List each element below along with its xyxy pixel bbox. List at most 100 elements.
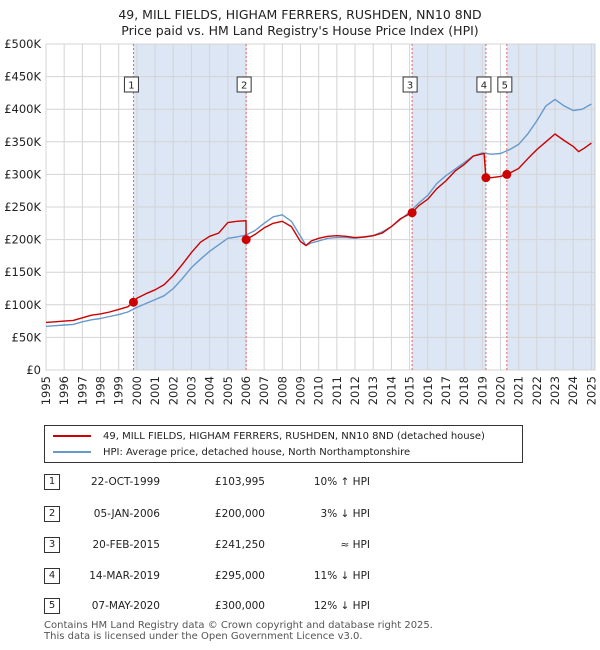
sale-point xyxy=(128,297,138,307)
sale-number-badge: 5 xyxy=(44,598,60,614)
x-tick-label: 2010 xyxy=(312,376,326,405)
sale-date: 05-JAN-2006 xyxy=(93,508,160,520)
sale-label-frame xyxy=(236,76,252,93)
x-tick-label: 2015 xyxy=(403,376,417,405)
x-tick-label: 1997 xyxy=(75,376,89,405)
y-tick-label: £300K xyxy=(4,167,41,181)
x-tick-label: 2014 xyxy=(384,376,398,405)
y-tick-label: £150K xyxy=(4,265,41,279)
hpi-swatch xyxy=(53,451,91,453)
sale-row: 4 14-MAR-2019 £295,000 11% ↓ HPI xyxy=(0,568,600,586)
sale-label-box: 2 xyxy=(236,76,252,93)
x-tick-label: 2020 xyxy=(493,376,507,405)
x-tick-label: 2012 xyxy=(348,376,362,405)
sale-label-box: 1 xyxy=(123,76,139,93)
sale-label-number: 1 xyxy=(128,81,134,92)
footer-attribution: Contains HM Land Registry data © Crown c… xyxy=(44,620,433,642)
sale-label-number: 4 xyxy=(481,81,487,92)
sale-label-number: 2 xyxy=(241,81,247,92)
legend-item-hpi: HPI: Average price, detached house, Nort… xyxy=(53,445,410,459)
x-tick-label: 2008 xyxy=(275,376,289,405)
x-tick-label: 2004 xyxy=(203,376,217,405)
legend-label-property: 49, MILL FIELDS, HIGHAM FERRERS, RUSHDEN… xyxy=(103,430,485,442)
x-tick-label: 2019 xyxy=(475,376,489,405)
sale-price: £200,000 xyxy=(214,508,265,520)
y-tick-label: £400K xyxy=(4,102,41,116)
x-tick-label: 2007 xyxy=(257,376,271,405)
y-tick-label: £0 xyxy=(26,363,41,377)
sale-number-badge: 2 xyxy=(44,506,60,522)
hpi-series-line xyxy=(45,98,592,327)
x-tick-label: 2011 xyxy=(330,376,344,405)
x-tick-label: 2002 xyxy=(166,376,180,405)
chart-subtitle: Price paid vs. HM Land Registry's House … xyxy=(121,23,479,38)
y-tick-label: £350K xyxy=(4,135,41,149)
x-tick-label: 2022 xyxy=(530,376,544,405)
sale-price: £241,250 xyxy=(214,539,265,551)
x-tick-label: 2023 xyxy=(548,376,562,405)
sale-label-frame xyxy=(497,76,513,93)
sale-hpi-comparison: 12% ↓ HPI xyxy=(313,600,370,612)
sale-label-number: 3 xyxy=(407,81,413,92)
x-tick-label: 2009 xyxy=(294,376,308,405)
sale-date: 07-MAY-2020 xyxy=(91,600,160,612)
chart-title: 49, MILL FIELDS, HIGHAM FERRERS, RUSHDEN… xyxy=(118,7,482,22)
x-tick-label: 2006 xyxy=(239,376,253,405)
sale-row: 5 07-MAY-2020 £300,000 12% ↓ HPI xyxy=(0,598,600,616)
sale-date: 14-MAR-2019 xyxy=(89,570,160,582)
x-tick-label: 2024 xyxy=(566,376,580,405)
legend-item-property: 49, MILL FIELDS, HIGHAM FERRERS, RUSHDEN… xyxy=(53,429,485,443)
footer-line-1: Contains HM Land Registry data © Crown c… xyxy=(44,620,433,631)
sale-label-frame xyxy=(402,76,418,93)
footer-line-2: This data is licensed under the Open Gov… xyxy=(44,631,363,642)
x-tick-label: 2005 xyxy=(221,376,235,405)
x-tick-label: 2003 xyxy=(184,376,198,405)
sale-date: 20-FEB-2015 xyxy=(92,539,160,551)
sale-date: 22-OCT-1999 xyxy=(91,476,160,488)
sale-label-box: 5 xyxy=(497,76,513,93)
sale-point xyxy=(241,235,251,245)
sale-label-box: 3 xyxy=(402,76,418,93)
y-tick-label: £450K xyxy=(4,70,41,84)
x-tick-label: 2018 xyxy=(457,376,471,405)
x-tick-label: 1998 xyxy=(94,376,108,405)
chart-legend: 49, MILL FIELDS, HIGHAM FERRERS, RUSHDEN… xyxy=(44,425,523,463)
x-tick-label: 2013 xyxy=(366,376,380,405)
y-tick-label: £500K xyxy=(4,37,41,51)
sale-number-badge: 3 xyxy=(44,537,60,553)
sale-label-frame xyxy=(476,76,492,93)
sale-point xyxy=(407,208,417,218)
sale-hpi-comparison: 11% ↓ HPI xyxy=(313,570,370,582)
sale-number-badge: 4 xyxy=(44,568,60,584)
sale-hpi-comparison: 3% ↓ HPI xyxy=(320,508,370,520)
y-tick-label: £100K xyxy=(4,298,41,312)
x-tick-label: 2000 xyxy=(130,376,144,405)
sale-label-box: 4 xyxy=(476,76,492,93)
legend-label-hpi: HPI: Average price, detached house, Nort… xyxy=(103,446,411,458)
x-tick-label: 1999 xyxy=(112,376,126,405)
sale-hpi-comparison: ≈ HPI xyxy=(340,539,370,551)
x-tick-label: 2017 xyxy=(439,376,453,405)
y-tick-label: £50K xyxy=(12,330,42,344)
y-tick-label: £250K xyxy=(4,200,41,214)
property-swatch xyxy=(53,435,91,437)
y-tick-label: £200K xyxy=(4,233,41,247)
x-tick-label: 1996 xyxy=(57,376,71,405)
sale-row: 2 05-JAN-2006 £200,000 3% ↓ HPI xyxy=(0,506,600,524)
sale-row: 3 20-FEB-2015 £241,250 ≈ HPI xyxy=(0,537,600,555)
sale-price: £295,000 xyxy=(214,570,265,582)
sale-number-badge: 1 xyxy=(44,474,60,490)
sale-price: £103,995 xyxy=(214,476,265,488)
x-tick-label: 2001 xyxy=(148,376,162,405)
price-chart: 1 2 3 4 5 £0 £50K £100K £150K £200K £250K £300K £35… xyxy=(4,37,598,405)
x-tick-label: 2021 xyxy=(512,376,526,405)
x-tick-label: 2016 xyxy=(421,376,435,405)
x-tick-label: 1995 xyxy=(39,376,53,405)
sale-label-number: 5 xyxy=(502,81,508,92)
sale-point xyxy=(481,173,491,183)
sale-price: £300,000 xyxy=(214,600,265,612)
x-tick-label: 2025 xyxy=(584,376,598,405)
sale-point xyxy=(502,169,512,179)
sale-label-frame xyxy=(123,76,139,93)
sale-hpi-comparison: 10% ↑ HPI xyxy=(313,476,370,488)
